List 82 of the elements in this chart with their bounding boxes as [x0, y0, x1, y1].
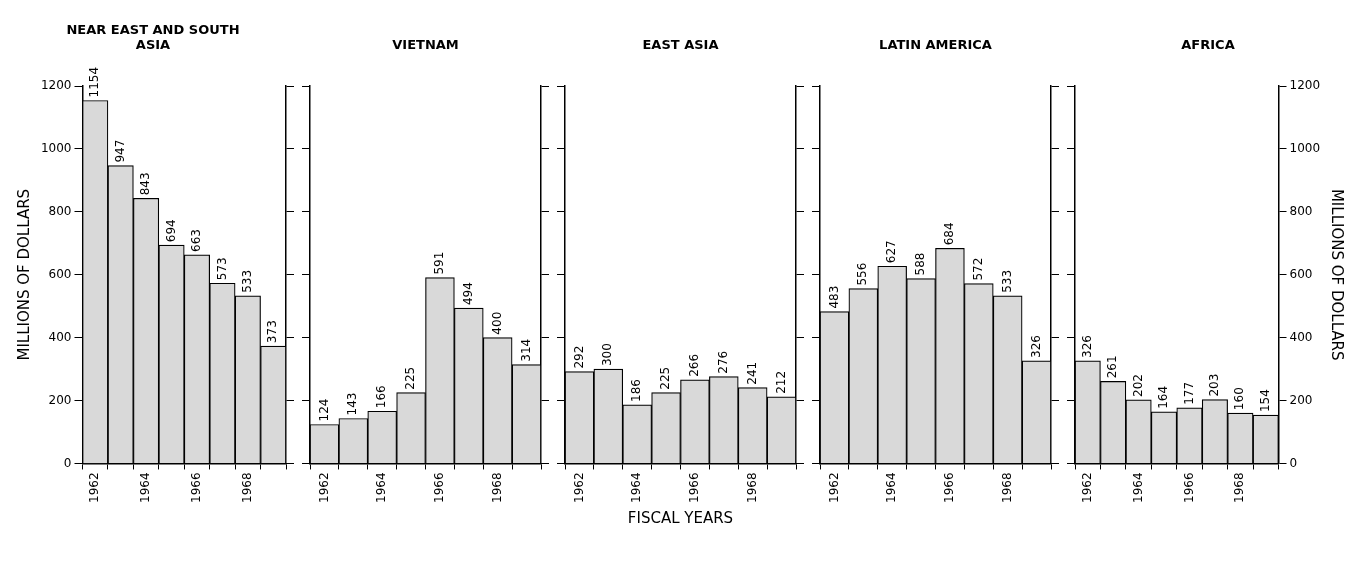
x-tick-label: 1966 [1181, 472, 1196, 504]
data-label: 588 [913, 252, 928, 276]
data-label: 225 [658, 366, 673, 390]
x-tick-label: 1962 [826, 472, 841, 504]
data-label: 300 [600, 343, 615, 367]
data-label: 166 [374, 385, 389, 409]
data-label: 627 [884, 240, 899, 264]
x-tick-label: 1966 [687, 472, 702, 504]
x-tick-label: 1968 [489, 472, 504, 504]
data-label: 124 [316, 398, 331, 422]
x-tick-label: 1962 [316, 472, 331, 504]
data-label: 694 [163, 219, 178, 243]
x-tick-label: 1962 [87, 472, 102, 504]
data-label: 225 [403, 366, 418, 390]
y2-tick-label: 600 [1289, 266, 1313, 281]
data-label: 843 [138, 172, 153, 196]
data-label: 160 [1232, 387, 1247, 411]
y-tick-label: 200 [48, 392, 72, 407]
x-tick-label: 1964 [1130, 472, 1145, 504]
data-label: 212 [773, 370, 788, 394]
y-tick-label: 400 [48, 329, 72, 344]
data-label: 573 [214, 257, 229, 281]
y-axis-title: MILLIONS OF DOLLARS [14, 188, 33, 361]
data-label: 266 [687, 353, 702, 377]
data-label: 483 [826, 285, 841, 309]
x-tick-label: 1966 [432, 472, 447, 504]
data-label: 663 [189, 229, 204, 252]
chart-title: VIETNAM [392, 37, 459, 52]
x-tick-label: 1966 [942, 472, 957, 504]
data-label: 684 [942, 222, 957, 246]
y-tick-label: 1000 [40, 141, 72, 156]
data-label: 154 [1257, 389, 1272, 413]
y2-axis-title: MILLIONS OF DOLLARS [1328, 188, 1347, 361]
data-label: 292 [571, 345, 586, 369]
y2-tick-label: 200 [1289, 392, 1313, 407]
data-label: 326 [1079, 335, 1094, 358]
x-tick-label: 1966 [189, 472, 204, 504]
y2-tick-label: 0 [1289, 455, 1298, 470]
x-axis-title: FISCAL YEARS [627, 508, 734, 527]
y-tick-label: 800 [48, 203, 72, 218]
chart-title: AFRICA [1181, 37, 1235, 52]
data-label: 203 [1207, 373, 1222, 397]
data-label: 186 [629, 379, 644, 402]
x-tick-label: 1968 [239, 472, 254, 504]
x-tick-label: 1968 [744, 472, 759, 504]
x-tick-label: 1962 [1079, 472, 1094, 504]
data-label: 1154 [87, 66, 102, 98]
y2-tick-label: 400 [1289, 329, 1313, 344]
data-label: 591 [432, 251, 447, 275]
data-label: 241 [744, 361, 759, 385]
y2-tick-label: 1000 [1289, 141, 1321, 156]
x-tick-label: 1964 [374, 472, 389, 504]
x-tick-label: 1964 [629, 472, 644, 504]
data-label: 177 [1181, 381, 1196, 405]
data-label: 276 [715, 350, 730, 374]
y2-tick-label: 800 [1289, 203, 1313, 218]
data-label: 143 [345, 392, 360, 416]
data-label: 572 [970, 257, 985, 281]
y2-tick-label: 1200 [1289, 78, 1321, 93]
x-tick-label: 1962 [571, 472, 586, 504]
x-tick-label: 1968 [999, 472, 1014, 504]
x-tick-label: 1964 [138, 472, 153, 504]
data-label: 533 [999, 269, 1014, 293]
data-label: 373 [265, 320, 280, 344]
data-label: 556 [855, 262, 870, 286]
chart-title: EAST ASIA [642, 37, 719, 52]
data-label: 164 [1156, 385, 1171, 409]
y-tick-label: 0 [63, 455, 72, 470]
chart-title: LATIN AMERICA [879, 37, 992, 52]
data-label: 947 [112, 139, 127, 163]
data-label: 314 [518, 338, 533, 362]
chart-title: NEAR EAST AND SOUTH ASIA [65, 22, 241, 52]
data-label: 202 [1130, 374, 1145, 397]
y-tick-label: 600 [48, 266, 72, 281]
data-label: 326 [1028, 335, 1043, 358]
y-tick-label: 1200 [40, 78, 72, 93]
data-label: 261 [1105, 355, 1120, 379]
x-tick-label: 1964 [884, 472, 899, 504]
data-label: 533 [239, 269, 254, 293]
data-label: 400 [489, 311, 504, 335]
data-label: 494 [460, 282, 475, 306]
x-tick-label: 1968 [1232, 472, 1247, 504]
